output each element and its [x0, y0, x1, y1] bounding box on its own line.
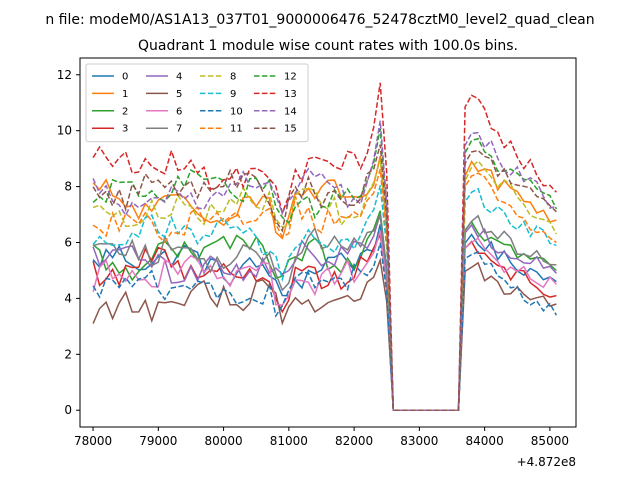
series-line-7 — [92, 213, 557, 411]
series-line-6 — [92, 230, 557, 411]
legend-label: 2 — [122, 106, 128, 117]
series-line-9 — [92, 185, 557, 411]
legend-label: 9 — [230, 89, 236, 100]
x-tick-label: 78000 — [74, 434, 112, 448]
legend-label: 3 — [122, 124, 128, 135]
figure-suptitle: n file: modeM0/AS1A13_037T01_9000006476_… — [45, 12, 594, 28]
x-tick-label: 85000 — [531, 434, 569, 448]
legend-label: 5 — [176, 89, 182, 100]
x-tick-label: 81000 — [270, 434, 308, 448]
series-line-3 — [92, 232, 557, 411]
series-layer — [92, 82, 558, 411]
y-tick-label: 12 — [57, 68, 72, 82]
series-line-4 — [92, 213, 557, 411]
series-line-10 — [92, 242, 558, 411]
axes-frame — [79, 57, 577, 428]
y-axis: 0 2 4 6 8 10 12 — [57, 68, 80, 417]
x-tick-label: 84000 — [466, 434, 504, 448]
y-tick-label: 6 — [64, 236, 72, 250]
legend-label: 13 — [284, 89, 297, 100]
legend-label: 14 — [284, 106, 297, 117]
series-line-15 — [92, 144, 557, 411]
legend-label: 8 — [230, 72, 236, 83]
legend-label: 7 — [176, 124, 182, 135]
x-tick-label: 80000 — [204, 434, 242, 448]
y-tick-label: 0 — [64, 403, 72, 417]
legend-label: 1 — [122, 89, 128, 100]
x-tick-label: 82000 — [335, 434, 373, 448]
x-axis: 78000 79000 80000 81000 82000 83000 84000 85000 — [74, 427, 569, 448]
x-tick-label: 83000 — [400, 434, 438, 448]
series-line-11 — [92, 168, 557, 411]
y-tick-label: 2 — [64, 347, 72, 361]
legend-label: 6 — [176, 106, 182, 117]
legend-label: 11 — [230, 124, 243, 135]
legend-box — [85, 63, 309, 143]
y-tick-label: 10 — [57, 124, 72, 138]
series-line-14 — [92, 120, 557, 411]
chart-title: Quadrant 1 module wise count rates with … — [138, 38, 518, 54]
series-line-12 — [92, 128, 558, 411]
legend-label: 10 — [230, 106, 243, 117]
y-tick-label: 4 — [64, 291, 72, 305]
x-tick-label: 79000 — [139, 434, 177, 448]
series-line-5 — [92, 257, 557, 411]
series-line-13 — [92, 82, 557, 411]
legend-label: 12 — [284, 72, 297, 83]
legend-label: 4 — [176, 72, 182, 83]
legend-label: 0 — [122, 72, 128, 83]
y-tick-label: 8 — [64, 180, 72, 194]
legend-label: 15 — [284, 124, 297, 135]
x-offset-text: +4.872e8 — [517, 455, 576, 469]
